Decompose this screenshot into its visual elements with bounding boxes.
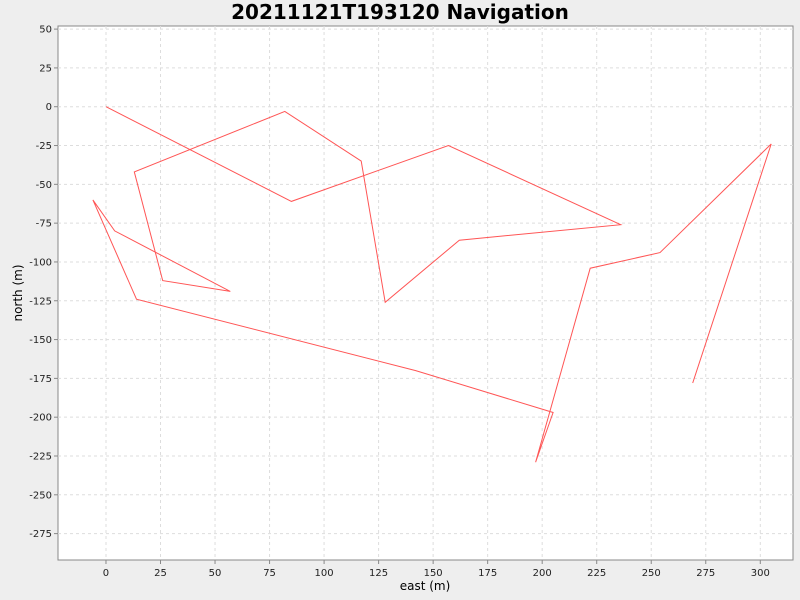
y-tick-label: 0 [46,102,52,113]
x-axis-label: east (m) [400,579,451,593]
x-tick-label: 0 [103,568,109,579]
chart-title: 20211121T193120 Navigation [231,0,569,24]
y-tick-label: -50 [36,180,52,191]
y-tick-label: -200 [29,413,52,424]
y-tick-label: -125 [29,296,52,307]
x-tick-label: 100 [315,568,334,579]
y-tick-label: -175 [29,374,52,385]
grid [58,26,793,560]
y-tick-label: -250 [29,490,52,501]
x-tick-label: 250 [642,568,661,579]
y-axis-label: north (m) [11,264,25,321]
x-tick-label: 300 [751,568,770,579]
x-tick-label: 50 [209,568,222,579]
y-tick-label: 50 [39,25,52,36]
x-tick-label: 175 [478,568,497,579]
trajectory-line [92,106,772,463]
y-tick-label: -150 [29,335,52,346]
y-tick-label: -25 [36,141,52,152]
x-tick-label: 125 [369,568,388,579]
plot-area [57,25,794,561]
y-tick-label: -275 [29,529,52,540]
x-axis-ticks: 0 25 50 75 100 125 150 175 200 225 250 275 300 [103,560,770,579]
x-tick-label: 25 [154,568,167,579]
series-layer [92,106,772,463]
y-tick-label: 25 [39,63,52,74]
x-tick-label: 275 [696,568,715,579]
x-tick-label: 75 [263,568,276,579]
x-tick-label: 200 [533,568,552,579]
x-tick-label: 225 [587,568,606,579]
y-axis-ticks: 50 25 0 -25 -50 -75 -100 -125 -150 -175 -200 -225 -2… [29,25,58,540]
x-tick-label: 150 [424,568,443,579]
y-tick-label: -100 [29,257,52,268]
y-tick-label: -75 [36,219,52,230]
y-tick-label: -225 [29,451,52,462]
